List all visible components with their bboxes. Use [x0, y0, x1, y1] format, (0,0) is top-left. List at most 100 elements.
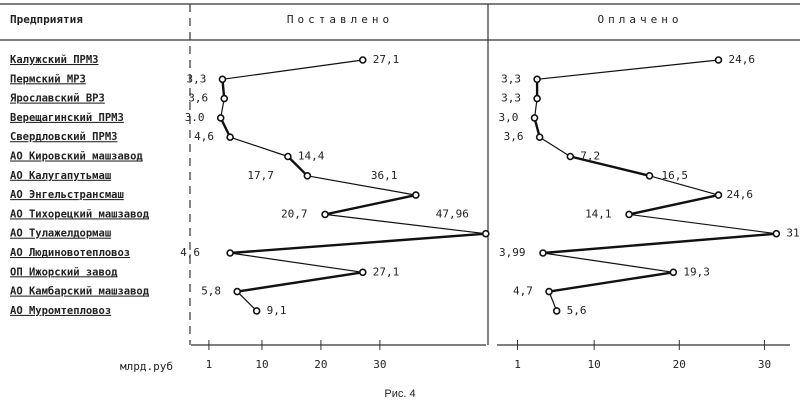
value-label: 36,1: [371, 169, 398, 182]
value-label: 3,3: [501, 92, 521, 105]
value-label: 14,4: [298, 150, 325, 163]
category-label: АО Камбарский машзавод: [10, 286, 150, 298]
marker: [545, 287, 553, 296]
value-label: 27,1: [373, 53, 400, 66]
x-tick-label: 30: [373, 358, 386, 371]
value-label: 3,6: [188, 92, 208, 105]
header-label: Предприятия: [10, 13, 83, 26]
value-label: 16,5: [662, 169, 689, 182]
marker: [566, 152, 575, 161]
marker: [625, 210, 633, 219]
panel-title: Оплачено: [598, 13, 683, 26]
segment: [324, 213, 486, 235]
segment: [628, 193, 719, 216]
category-label: Ярославский ВРЗ: [10, 93, 105, 105]
value-label: 27,1: [373, 265, 400, 278]
category-label: Калужский ПРМЗ: [10, 54, 99, 66]
segment: [548, 271, 674, 293]
marker: [539, 249, 547, 257]
value-label: 3,6: [504, 130, 524, 143]
segment: [324, 193, 417, 216]
segment: [537, 59, 719, 80]
marker: [533, 75, 541, 84]
category-label: Пермский МРЗ: [10, 73, 86, 85]
segment: [539, 136, 571, 158]
segment: [222, 59, 363, 80]
segment: [628, 213, 777, 235]
segment: [237, 271, 363, 293]
marker: [552, 307, 561, 315]
segment: [230, 232, 486, 255]
marker: [284, 152, 292, 161]
category-label: АО Кировский машзавод: [10, 151, 143, 163]
marker: [645, 172, 654, 180]
value-label: 5,6: [567, 304, 587, 317]
category-label: Верещагинский ПРМЗ: [10, 112, 124, 124]
category-label: АО Калугапутьмаш: [10, 170, 111, 182]
value-label: 3.0: [185, 111, 205, 124]
x-tick-label: 10: [255, 358, 268, 371]
category-label: АО Тулажелдормаш: [10, 228, 111, 240]
value-label: 14,1: [585, 207, 612, 220]
segment: [287, 155, 309, 177]
marker: [220, 94, 229, 103]
value-label: 3,99: [499, 246, 526, 259]
value-label: 19,3: [683, 265, 710, 278]
marker: [303, 172, 312, 180]
x-tick-label: 10: [588, 358, 601, 371]
segment: [542, 232, 777, 255]
panel-title: Поставлено: [287, 13, 393, 26]
value-label: 24,6: [728, 53, 755, 66]
marker: [714, 56, 723, 64]
value-label: 47,96: [436, 208, 469, 221]
segment: [230, 252, 363, 273]
value-label: 3,3: [186, 72, 206, 85]
value-label: 3,3: [501, 72, 521, 85]
segment: [542, 252, 674, 273]
marker: [216, 114, 225, 122]
value-label: 17,7: [247, 169, 274, 182]
segment: [229, 136, 289, 158]
marker: [226, 249, 234, 257]
x-tick-label: 20: [314, 358, 327, 371]
marker: [530, 114, 539, 122]
value-label: 4,7: [513, 285, 533, 298]
axis-label: млрд.руб: [120, 360, 173, 373]
segment: [570, 155, 650, 177]
marker: [714, 191, 723, 199]
value-label: 24,6: [726, 188, 753, 201]
marker: [412, 191, 420, 199]
marker: [772, 229, 781, 238]
marker: [252, 307, 261, 315]
marker: [226, 133, 234, 141]
x-tick-label: 1: [206, 358, 213, 371]
marker: [358, 268, 367, 277]
line: [535, 60, 777, 311]
segment: [649, 175, 719, 196]
x-tick-label: 20: [673, 358, 686, 371]
marker: [218, 75, 227, 84]
value-label: 31,4: [786, 227, 800, 240]
marker: [535, 133, 544, 141]
marker: [481, 229, 490, 238]
category-label: АО Энгельстрансмаш: [10, 189, 124, 201]
marker: [533, 94, 541, 103]
value-label: 5,8: [201, 285, 221, 298]
x-tick-label: 1: [514, 358, 521, 371]
segment: [307, 175, 416, 196]
value-label: 9,1: [267, 304, 287, 317]
marker: [669, 268, 678, 277]
category-label: АО Тихорецкий машзавод: [10, 208, 150, 220]
marker: [358, 56, 367, 64]
segment: [236, 291, 258, 312]
value-label: 7,2: [580, 150, 600, 163]
value-label: 4,6: [194, 130, 214, 143]
category-label: Свердловский ПРМЗ: [10, 131, 117, 143]
x-tick-label: 30: [758, 358, 771, 371]
caption: Рис. 4: [384, 388, 415, 400]
marker: [233, 287, 241, 296]
category-label: ОП Ижорский завод: [10, 266, 118, 278]
marker: [321, 210, 329, 219]
value-label: 4,6: [180, 246, 200, 259]
